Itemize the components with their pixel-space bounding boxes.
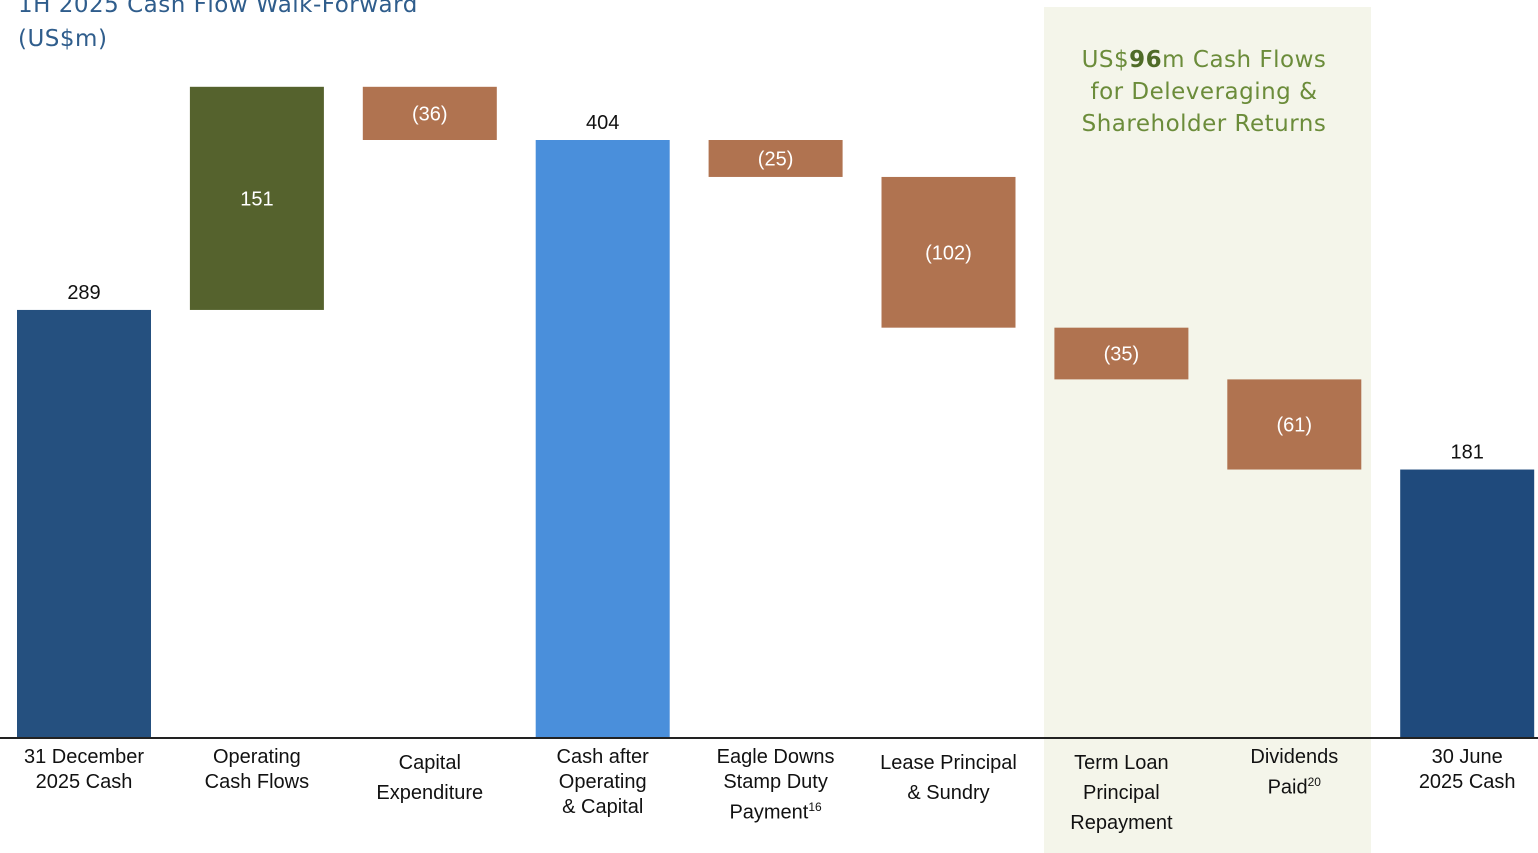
category-label-line: Operating: [558, 771, 647, 793]
category-label-8: 30 June 2025 Cash: [1382, 745, 1538, 795]
highlight-line-1: US$96m Cash Flows: [1044, 44, 1364, 76]
category-label-line: Stamp Duty: [723, 771, 828, 793]
data-label-1: 151: [240, 188, 273, 210]
data-label-7: (61): [1277, 414, 1313, 436]
data-label-6: (35): [1104, 344, 1140, 366]
bar-8: [1400, 469, 1535, 737]
chart-title: 1H 2025 Cash Flow Walk-Forward: [18, 0, 418, 18]
category-label-line: Cash Flows: [204, 771, 310, 793]
category-label-5: Lease Principal & Sundry: [864, 748, 1034, 808]
category-label-line: Capital: [398, 752, 461, 774]
highlight-callout: US$96m Cash Flows for Deleveraging & Sha…: [1044, 44, 1364, 140]
category-label-line: Eagle Downs: [716, 746, 835, 768]
footnote-ref: 20: [1307, 775, 1321, 789]
category-label-line: 30 June: [1431, 746, 1503, 768]
category-label-0: 31 December 2025 Cash: [0, 745, 169, 795]
bar-3: [535, 140, 670, 737]
chart-title-block: 1H 2025 Cash Flow Walk-Forward (US$m): [18, 0, 418, 56]
highlight-suffix: m Cash Flows: [1162, 47, 1327, 73]
category-label-line: 31 December: [23, 746, 145, 768]
data-label-8: 181: [1451, 442, 1484, 464]
category-label-3: Cash after Operating & Capital: [518, 745, 688, 820]
category-label-line: & Sundry: [907, 782, 990, 804]
category-label-4: Eagle Downs Stamp Duty Payment16: [691, 745, 861, 826]
bar-0: [17, 309, 151, 737]
bar-5: [881, 176, 1016, 328]
footnote-ref: 16: [808, 800, 822, 814]
category-label-line: Repayment: [1070, 812, 1173, 834]
chart-unit: (US$m): [18, 26, 108, 52]
category-label-7: Dividends Paid20: [1209, 745, 1379, 801]
highlight-line-2: for Deleveraging &: [1090, 79, 1318, 105]
category-label-1: Operating Cash Flows: [172, 745, 342, 795]
category-label-line: 2025 Cash: [35, 771, 133, 793]
highlight-value: 96: [1129, 47, 1163, 73]
category-label-line: Operating: [212, 746, 301, 768]
data-label-0: 289: [67, 282, 100, 304]
category-label-line: 2025 Cash: [1418, 771, 1516, 793]
bar-1: [189, 86, 324, 310]
category-label-line: Lease Principal: [880, 752, 1017, 774]
data-label-2: (36): [412, 103, 448, 125]
category-label-line: Principal: [1083, 782, 1160, 804]
bar-6: [1054, 327, 1189, 380]
highlight-prefix: US$: [1081, 47, 1130, 73]
category-label-line: Expenditure: [376, 782, 484, 804]
bar-4: [708, 140, 843, 177]
bar-2: [362, 86, 497, 140]
highlight-line-3: Shareholder Returns: [1081, 111, 1327, 137]
category-label-line: Payment16: [729, 800, 822, 824]
category-label-6: Term Loan Principal Repayment: [1036, 748, 1206, 838]
category-label-line: Paid20: [1267, 775, 1321, 799]
data-label-5: (102): [925, 242, 972, 264]
data-label-4: (25): [758, 148, 794, 170]
category-label-line: Term Loan: [1074, 752, 1169, 774]
category-label-line: Cash after: [556, 746, 649, 768]
category-label-line: Dividends: [1250, 746, 1339, 768]
data-label-3: 404: [586, 112, 619, 134]
category-label-line: & Capital: [562, 796, 644, 818]
bar-7: [1227, 379, 1362, 470]
category-label-2: Capital Expenditure: [345, 748, 515, 808]
